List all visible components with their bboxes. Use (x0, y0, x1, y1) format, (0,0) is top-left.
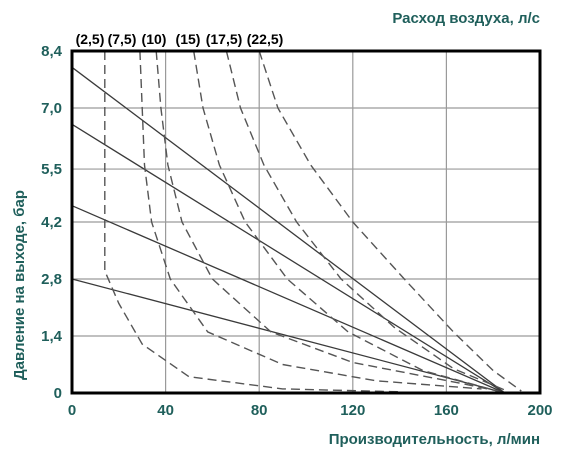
y-tick-label: 5,5 (41, 161, 62, 178)
x-tick-label: 160 (434, 402, 459, 419)
y-tick-label: 7,0 (41, 100, 62, 117)
x-axis-title: Производительность, л/мин (329, 431, 540, 448)
air-flow-label: (10) (142, 31, 167, 47)
air-flow-curve-6 (258, 50, 522, 392)
air-flow-curve-5 (225, 50, 508, 392)
x-tick-label: 40 (157, 402, 174, 419)
ticks: 0 40 80 120 160 200 0 1,4 2,8 4,2 5,5 7,0 8,4 (41, 43, 552, 419)
y-axis-title: Давление на выходе, бар (11, 190, 28, 380)
x-tick-label: 120 (340, 402, 365, 419)
y-tick-label: 0 (54, 385, 62, 402)
air-flow-label: (22,5) (247, 31, 284, 47)
air-flow-label: (7,5) (108, 31, 137, 47)
y-tick-label: 4,2 (41, 214, 62, 231)
top-label: Расход воздуха, л/с (392, 10, 540, 27)
air-flow-label: (17,5) (206, 31, 243, 47)
pressure-line-2 (71, 123, 506, 394)
y-tick-label: 1,4 (41, 328, 63, 345)
y-tick-label: 2,8 (41, 271, 62, 288)
air-flow-label: (2,5) (76, 31, 105, 47)
plot-lines (71, 50, 522, 394)
air-flow-curve-1 (104, 51, 400, 393)
curve-labels: (2,5) (7,5) (10) (15) (17,5) (22,5) (76, 31, 284, 47)
x-tick-label: 200 (527, 402, 552, 419)
air-flow-curve-2 (139, 50, 482, 390)
y-tick-label: 8,4 (41, 43, 63, 60)
air-flow-curve-4 (193, 50, 501, 393)
air-flow-label: (15) (176, 31, 201, 47)
grid (71, 50, 541, 394)
pressure-line-3 (71, 205, 506, 394)
plot-frame (70, 49, 542, 395)
air-flow-curve-3 (155, 50, 499, 392)
pressure-line-1 (71, 66, 506, 394)
x-tick-label: 0 (68, 402, 76, 419)
x-tick-label: 80 (251, 402, 268, 419)
